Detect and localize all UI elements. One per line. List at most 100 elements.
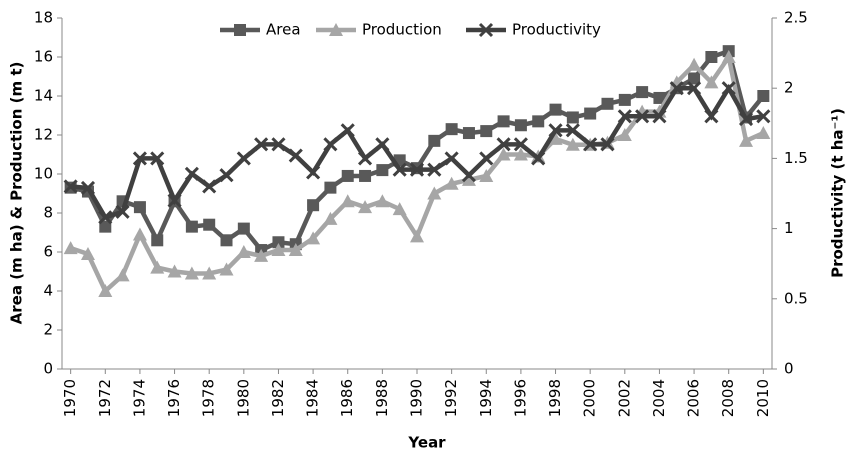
y-tick-label: 8 (43, 204, 53, 222)
marker (80, 180, 96, 195)
marker (496, 147, 511, 161)
marker (410, 229, 424, 243)
x-tick-label: 2002 (615, 379, 633, 417)
marker (150, 151, 165, 166)
marker (133, 201, 146, 214)
marker (392, 202, 407, 216)
x-tick-label: 1998 (546, 379, 564, 417)
marker (167, 264, 182, 278)
marker (254, 137, 269, 152)
marker (496, 137, 511, 152)
marker (669, 81, 684, 96)
marker (739, 133, 754, 147)
y2-tick-label: 0 (784, 360, 794, 378)
marker (324, 181, 337, 194)
marker (63, 179, 78, 194)
marker (357, 151, 373, 166)
marker (704, 109, 719, 124)
marker (738, 112, 754, 127)
x-tick-label: 2006 (685, 379, 703, 417)
marker (565, 123, 580, 138)
marker (306, 165, 321, 180)
marker (306, 231, 321, 245)
legend-marker (478, 22, 494, 38)
marker (98, 210, 113, 225)
marker (236, 151, 251, 166)
y-tick-label: 0 (43, 360, 53, 378)
marker (427, 186, 442, 200)
y-tick-label: 4 (43, 282, 53, 300)
marker (756, 109, 771, 124)
marker (358, 200, 373, 214)
marker (98, 284, 113, 297)
marker (721, 50, 736, 63)
y2-axis-label: Productivity (t ha⁻¹) (829, 108, 847, 278)
series-line (70, 48, 766, 253)
marker (271, 243, 286, 257)
marker (409, 162, 425, 177)
marker (584, 107, 597, 120)
x-tick-label: 1986 (338, 379, 356, 417)
marker (340, 123, 355, 138)
y-tick-label: 2 (43, 321, 53, 339)
marker (531, 151, 546, 166)
marker (184, 166, 199, 181)
marker (705, 51, 718, 63)
marker (653, 91, 666, 104)
marker (461, 168, 477, 183)
x-axis-label: Year (407, 434, 446, 452)
marker (341, 169, 354, 182)
marker (202, 266, 217, 280)
x-tick-label: 1990 (408, 379, 426, 417)
y-tick-label: 14 (34, 87, 53, 105)
marker (323, 211, 338, 225)
x-tick-label: 1988 (373, 379, 391, 417)
x-tick-label: 1992 (442, 379, 460, 417)
marker (513, 137, 528, 152)
y-tick-label: 18 (34, 9, 53, 27)
marker (167, 193, 182, 208)
legend-label: Production (362, 21, 442, 39)
marker (565, 137, 580, 151)
marker (150, 260, 165, 274)
y2-tick-label: 2 (784, 79, 794, 97)
marker (532, 115, 545, 128)
marker (427, 162, 442, 177)
marker (375, 194, 390, 208)
x-tick-label: 2000 (581, 379, 599, 417)
marker (497, 115, 510, 128)
marker (514, 119, 527, 132)
marker (236, 245, 251, 258)
marker (271, 137, 286, 152)
legend-label: Productivity (512, 21, 601, 39)
marker (272, 236, 285, 249)
x-tick-label: 2008 (719, 379, 737, 417)
y-tick-label: 12 (34, 126, 53, 144)
marker (513, 147, 528, 161)
marker (375, 137, 390, 152)
marker (115, 204, 130, 219)
x-tick-label: 1994 (477, 379, 495, 417)
x-tick-label: 1970 (61, 379, 79, 417)
marker (721, 81, 736, 96)
x-tick-label: 1996 (511, 379, 529, 417)
marker (704, 75, 719, 89)
marker (444, 151, 459, 166)
x-tick-label: 1976 (165, 379, 183, 417)
x-tick-label: 1980 (234, 379, 252, 417)
marker (80, 246, 95, 260)
marker (600, 137, 615, 152)
x-tick-label: 1982 (269, 379, 287, 417)
marker (479, 151, 494, 166)
marker (617, 128, 632, 141)
marker (445, 123, 458, 136)
y2-tick-label: 1 (784, 219, 794, 237)
x-tick-label: 2010 (754, 379, 772, 417)
x-tick-label: 1978 (200, 379, 218, 417)
marker (151, 234, 164, 247)
y2-tick-label: 2.5 (784, 9, 808, 27)
y2-tick-label: 0.5 (784, 289, 808, 307)
marker (548, 131, 563, 145)
marker (185, 220, 198, 233)
legend-label: Area (266, 21, 301, 39)
